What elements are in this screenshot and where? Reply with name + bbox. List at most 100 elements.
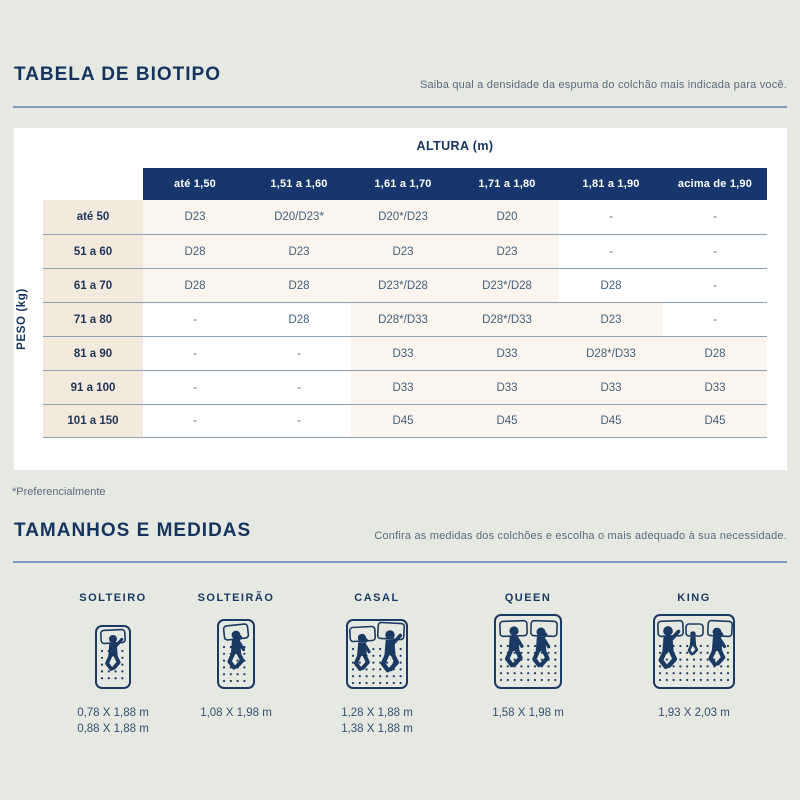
density-cell: D28 — [663, 336, 767, 370]
dimension-line: 1,93 X 2,03 m — [658, 707, 730, 719]
density-cell: D33 — [663, 370, 767, 404]
weight-row-label: 71 a 80 — [43, 302, 143, 336]
section-divider — [13, 106, 787, 108]
density-cell: D23 — [351, 234, 455, 268]
tamanhos-section-title: TAMANHOS E MEDIDAS — [14, 520, 252, 541]
section-divider — [13, 561, 787, 563]
dimension-line: 1,08 X 1,98 m — [200, 707, 272, 719]
density-cell: D28*/D33 — [455, 302, 559, 336]
density-cell: - — [663, 234, 767, 268]
size-dimensions: 1,58 X 1,98 m — [492, 705, 564, 721]
density-cell: D28 — [143, 234, 247, 268]
person-silhouette — [227, 630, 246, 670]
density-cell: - — [143, 302, 247, 336]
size-dimensions: 0,78 X 1,88 m 0,88 X 1,88 m — [77, 705, 149, 737]
dimension-line: 1,28 X 1,88 m — [341, 707, 413, 719]
density-cell: D33 — [351, 336, 455, 370]
density-cell: D28 — [247, 268, 351, 302]
size-item-king: KING 1,93 X 2,03 m — [604, 592, 784, 721]
density-cell: D45 — [455, 404, 559, 438]
size-item-solteiro: SOLTEIRO 0,78 X 1,88 m 0,88 X 1,88 m — [43, 592, 183, 737]
size-item-queen: QUEEN 1,58 X 1,98 m — [448, 592, 608, 721]
density-cell: D23 — [559, 302, 663, 336]
biotipo-section-title: TABELA DE BIOTIPO — [14, 64, 221, 85]
person-silhouette — [687, 631, 699, 656]
size-dimensions: 1,28 X 1,88 m 1,38 X 1,88 m — [341, 705, 413, 737]
weight-row-label: 51 a 60 — [43, 234, 143, 268]
dimension-line: 0,78 X 1,88 m — [77, 707, 149, 719]
preferencialmente-footnote: *Preferencialmente — [12, 486, 106, 498]
person-silhouette — [532, 627, 551, 668]
density-cell: - — [559, 234, 663, 268]
height-column-header-2: 1,61 a 1,70 — [351, 168, 455, 200]
mattress-outline — [95, 625, 131, 689]
density-cell: D28*/D33 — [351, 302, 455, 336]
density-cell: - — [559, 200, 663, 234]
size-name: KING — [677, 592, 711, 604]
density-cell: - — [143, 336, 247, 370]
size-dimensions: 1,93 X 2,03 m — [658, 705, 730, 721]
height-column-header-5: acima de 1,90 — [663, 168, 767, 200]
person-silhouette — [708, 627, 727, 667]
density-cell: D20/D23* — [247, 200, 351, 234]
density-cell: D28 — [143, 268, 247, 302]
queen-mattress-icon — [494, 613, 562, 689]
table-corner-cell — [43, 168, 143, 200]
weight-row-label: 101 a 150 — [43, 404, 143, 438]
person-silhouette — [658, 626, 681, 670]
person-silhouette — [105, 634, 124, 671]
height-column-header-4: 1,81 a 1,90 — [559, 168, 663, 200]
density-cell: D28 — [559, 268, 663, 302]
density-cell: - — [247, 370, 351, 404]
height-column-header-3: 1,71 a 1,80 — [455, 168, 559, 200]
mattress-outline — [217, 619, 255, 689]
density-cell: D45 — [351, 404, 455, 438]
person-silhouette — [353, 633, 371, 671]
density-cell: D28*/D33 — [559, 336, 663, 370]
size-name: SOLTEIRÃO — [197, 592, 275, 604]
density-cell: D20*/D23 — [351, 200, 455, 234]
double-mattress-icon — [346, 613, 408, 689]
density-cell: - — [143, 404, 247, 438]
king-mattress-icon — [653, 613, 735, 689]
weight-row-label: 81 a 90 — [43, 336, 143, 370]
density-cell: D33 — [455, 336, 559, 370]
density-cell: - — [143, 370, 247, 404]
peso-row-group-label: PESO (kg) — [16, 288, 28, 350]
density-cell: - — [663, 268, 767, 302]
size-item-casal: CASAL 1,28 X 1,88 m 1,38 X 1,88 m — [297, 592, 457, 737]
tamanhos-section-subtitle: Confira as medidas dos colchões e escolh… — [374, 530, 787, 542]
size-dimensions: 1,08 X 1,98 m — [200, 705, 272, 721]
size-item-solteirao: SOLTEIRÃO 1,08 X 1,98 m — [166, 592, 306, 721]
density-cell: D33 — [455, 370, 559, 404]
dimension-line: 0,88 X 1,88 m — [77, 723, 149, 735]
size-name: QUEEN — [504, 592, 552, 604]
height-column-header-0: até 1,50 — [143, 168, 247, 200]
dimension-line: 1,38 X 1,88 m — [341, 723, 413, 735]
density-cell: D23*/D28 — [455, 268, 559, 302]
weight-row-label: 91 a 100 — [43, 370, 143, 404]
density-cell: D23 — [247, 234, 351, 268]
altura-column-group-label: ALTURA (m) — [416, 139, 494, 153]
biotipo-table: até 1,50 1,51 a 1,60 1,61 a 1,70 1,71 a 1,8… — [43, 168, 767, 438]
weight-row-label: até 50 — [43, 200, 143, 234]
biotipo-table-panel: ALTURA (m) PESO (kg) até 1,50 1,51 a 1,60… — [14, 128, 787, 470]
density-cell: D23*/D28 — [351, 268, 455, 302]
weight-row-label: 61 a 70 — [43, 268, 143, 302]
density-cell: D33 — [351, 370, 455, 404]
mattress-outline — [653, 614, 735, 689]
density-cell: - — [247, 336, 351, 370]
size-name: SOLTEIRO — [79, 592, 147, 604]
density-cell: D20 — [455, 200, 559, 234]
density-cell: D23 — [455, 234, 559, 268]
density-cell: D45 — [559, 404, 663, 438]
density-cell: D33 — [559, 370, 663, 404]
mattress-outline — [346, 619, 408, 689]
dimension-line: 1,58 X 1,98 m — [492, 707, 564, 719]
person-silhouette — [504, 626, 524, 668]
density-cell: D28 — [247, 302, 351, 336]
density-cell: - — [663, 302, 767, 336]
density-cell: D23 — [143, 200, 247, 234]
density-cell: - — [663, 200, 767, 234]
